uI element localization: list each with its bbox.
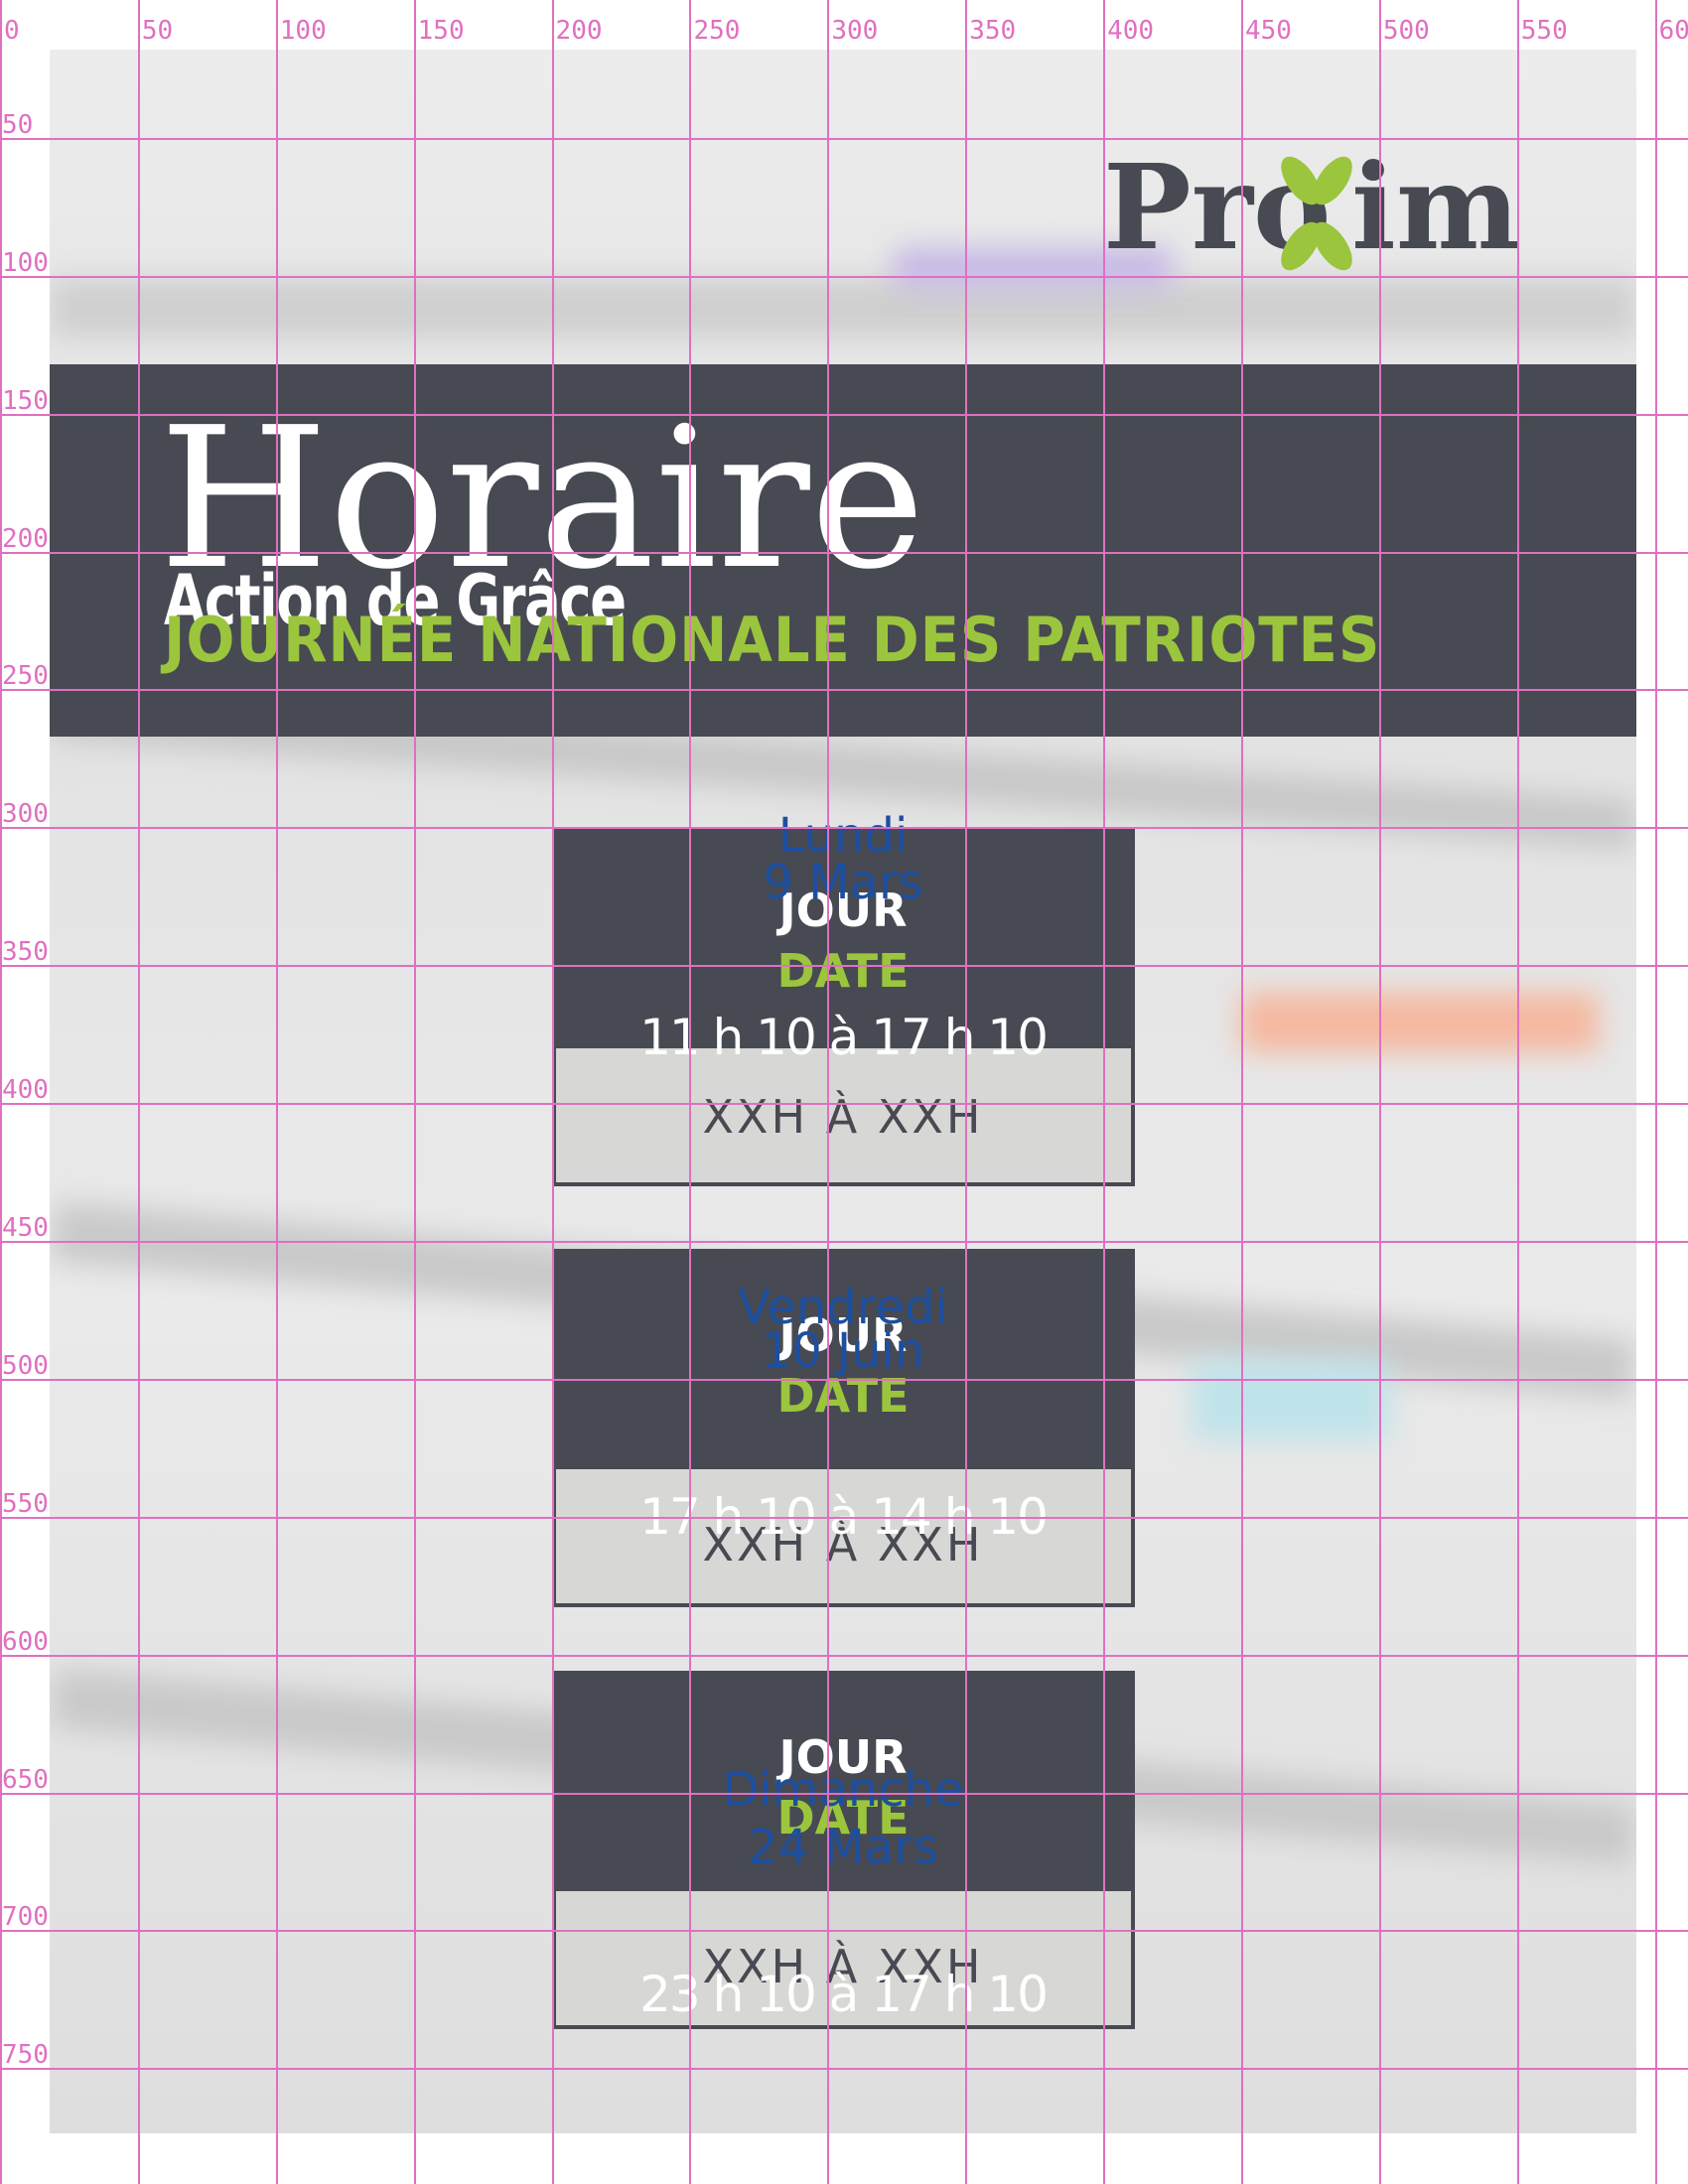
day-label: JOUR: [778, 884, 908, 937]
day-date: 10 Juin: [761, 1323, 925, 1379]
ruler-y-label: 400: [2, 1075, 49, 1106]
ruler-h-line: [0, 275, 1688, 278]
ruler-y-label: 300: [2, 799, 49, 830]
day-hours: 11 h 10 à 17 h 10: [639, 1009, 1049, 1066]
logo-right: im: [1351, 138, 1520, 276]
day-date: 9 Mars: [763, 855, 923, 910]
ruler-y-label: 650: [2, 1764, 49, 1795]
day-label: JOUR: [778, 1730, 908, 1784]
ruler-h-line: [0, 2068, 1688, 2071]
ruler-h-line: [0, 689, 1688, 692]
ruler-v-line: [275, 0, 278, 2184]
ruler-y-label: 700: [2, 1902, 49, 1933]
ruler-x-label: 200: [555, 16, 603, 46]
day-day: Vendredi: [738, 1280, 948, 1335]
ruler-v-line: [965, 0, 968, 2184]
day-date: 24 Mars: [748, 1820, 938, 1875]
ruler-h-line: [0, 413, 1688, 416]
ruler-h-line: [0, 1792, 1688, 1795]
ruler-x-label: 500: [1382, 16, 1430, 46]
day-date-label: DATE: [776, 1791, 910, 1844]
ruler-h-line: [0, 137, 1688, 140]
day-placeholder: XXH À XXH: [702, 1518, 984, 1571]
title: Horaire: [159, 386, 925, 613]
holiday-name: JOURNÉE NATIONALE DES PATRIOTES: [164, 604, 1381, 676]
ruler-v-line: [137, 0, 140, 2184]
logo-x-icon: [1281, 156, 1352, 271]
day-day: Dimanche: [722, 1762, 964, 1818]
ruler-y-label: 100: [2, 247, 49, 278]
ruler-v-line: [413, 0, 416, 2184]
ruler-y-label: 200: [2, 523, 49, 554]
hours-panel: [556, 1048, 1131, 1182]
ruler-x-label: 600: [1658, 16, 1688, 46]
ruler-v-line: [551, 0, 554, 2184]
ruler-y-label: 500: [2, 1350, 49, 1381]
ruler-v-line: [827, 0, 830, 2184]
day-card: JOUR DATE XXH À XXH 23 h 10 à 17 h 10 Dimanc…: [552, 1671, 1135, 2029]
ruler-x-label: 550: [1520, 16, 1568, 46]
ruler-y-label: 450: [2, 1213, 49, 1243]
subtitle: Action de Grâce: [164, 560, 627, 641]
ruler-y-label: 150: [2, 385, 49, 416]
ruler-h-line: [0, 827, 1688, 830]
ruler-x-label: 50: [141, 16, 174, 46]
ruler-x-label: 400: [1107, 16, 1155, 46]
ruler-x-label: 300: [831, 16, 879, 46]
ruler-y-label: 750: [2, 2040, 49, 2071]
day-day: Lundi: [777, 808, 909, 864]
ruler-v-line: [0, 0, 2, 2184]
ruler-y-label: 550: [2, 1488, 49, 1519]
ruler-v-line: [1241, 0, 1243, 2184]
day-card: JOUR DATE XXH À XXH 17 h 10 à 14 h 10 Vendre…: [552, 1249, 1135, 1607]
ruler-h-line: [0, 1241, 1688, 1243]
ruler-h-line: [0, 965, 1688, 968]
ruler-h-line: [0, 1103, 1688, 1106]
ruler-v-line: [1103, 0, 1106, 2184]
hours-panel: [556, 1891, 1131, 2025]
ruler-x-label: 450: [1245, 16, 1292, 46]
ruler-v-line: [689, 0, 692, 2184]
ruler-y-label: 350: [2, 937, 49, 968]
ruler-v-line: [1654, 0, 1657, 2184]
ruler-y-label: 250: [2, 661, 49, 692]
day-card: JOUR DATE XXH À XXH 11 h 10 à 17 h 10 Lundi 9…: [552, 812, 1135, 1186]
ruler-x-label: 100: [279, 16, 327, 46]
ruler-x-label: 150: [417, 16, 465, 46]
ruler-x-label: 350: [969, 16, 1017, 46]
ruler-y-label: 600: [2, 1626, 49, 1657]
day-date-label: DATE: [776, 944, 910, 998]
ruler-x-label: 0: [4, 16, 20, 46]
title-banner: [50, 364, 1636, 737]
ruler-v-line: [1516, 0, 1519, 2184]
day-hours: 23 h 10 à 17 h 10: [639, 1966, 1049, 2023]
ruler-h-line: [0, 1378, 1688, 1381]
ruler-y-label: 50: [2, 109, 34, 140]
ruler-h-line: [0, 551, 1688, 554]
day-label: JOUR: [778, 1308, 908, 1362]
hours-panel: [556, 1469, 1131, 1603]
ruler-h-line: [0, 1654, 1688, 1657]
day-placeholder: XXH À XXH: [702, 1090, 984, 1144]
ruler-x-label: 250: [693, 16, 741, 46]
ruler-h-line: [0, 1930, 1688, 1933]
day-placeholder: XXH À XXH: [702, 1940, 984, 1993]
ruler-v-line: [1378, 0, 1381, 2184]
ruler-h-line: [0, 1516, 1688, 1519]
